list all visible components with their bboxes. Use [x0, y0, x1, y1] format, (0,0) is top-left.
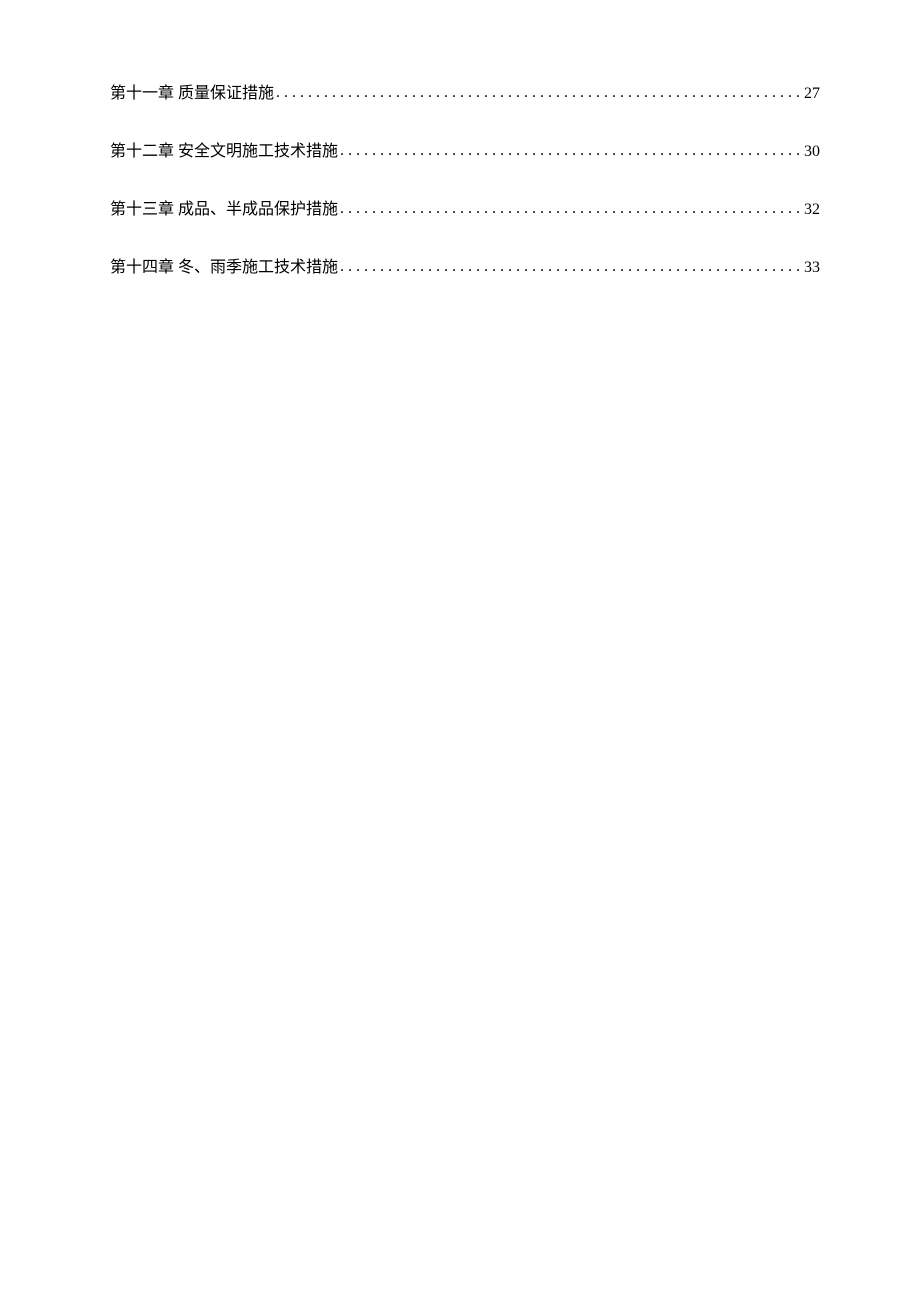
toc-entry: 第十一章 质量保证措施 27 — [110, 82, 820, 106]
toc-leader — [340, 197, 802, 221]
toc-page: 33 — [804, 256, 820, 280]
toc-leader — [276, 81, 802, 105]
toc-entry: 第十二章 安全文明施工技术措施 30 — [110, 140, 820, 164]
toc-page: 30 — [804, 140, 820, 164]
toc-page: 32 — [804, 198, 820, 222]
toc-entry: 第十四章 冬、雨季施工技术措施 33 — [110, 256, 820, 280]
toc-entry: 第十三章 成品、半成品保护措施 32 — [110, 198, 820, 222]
toc-title: 第十三章 成品、半成品保护措施 — [110, 198, 338, 222]
toc-page: 27 — [804, 82, 820, 106]
toc-leader — [340, 255, 802, 279]
toc-leader — [340, 139, 802, 163]
toc-container: 第十一章 质量保证措施 27 第十二章 安全文明施工技术措施 30 第十三章 成… — [110, 82, 820, 280]
toc-title: 第十一章 质量保证措施 — [110, 82, 274, 106]
toc-title: 第十二章 安全文明施工技术措施 — [110, 140, 338, 164]
toc-title: 第十四章 冬、雨季施工技术措施 — [110, 256, 338, 280]
